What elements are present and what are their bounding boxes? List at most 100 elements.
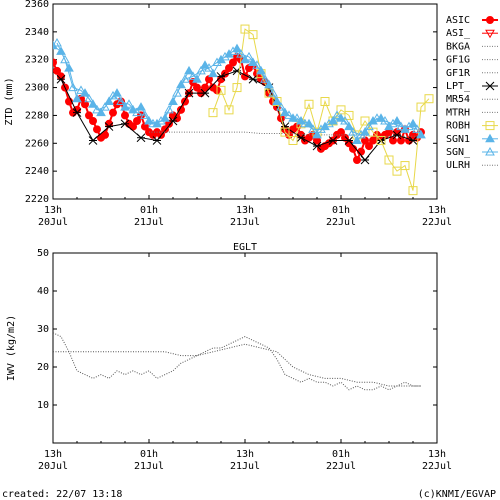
series-point (356, 129, 366, 139)
series-point (72, 108, 82, 117)
series-point (320, 97, 330, 106)
y-tick-label: 10 (37, 400, 49, 411)
series-point (68, 82, 78, 92)
ztd-panel: 2220224022602280230023202340236013h20Jul… (4, 0, 452, 228)
sgn1-series (53, 40, 426, 144)
legend-item: GF1R (446, 68, 498, 79)
legend-label: SGN1 (446, 134, 470, 145)
iwv-series (53, 343, 421, 387)
legend-item: MTRH (446, 107, 498, 118)
series-point (292, 113, 302, 122)
legend-marker (485, 121, 495, 131)
series-point (392, 130, 402, 140)
legend-item: ASI_ (446, 28, 498, 39)
x-tick-label: 20Jul (38, 217, 68, 228)
x-tick-label: 21Jul (230, 461, 260, 472)
x-tick-label: 21Jul (134, 217, 164, 228)
series-point (136, 102, 146, 111)
series-point (416, 129, 426, 139)
legend-marker (485, 29, 495, 39)
series-line (149, 131, 421, 137)
series-point (296, 133, 306, 143)
series-point (84, 93, 94, 103)
series-point (324, 118, 334, 128)
legend-item: ULRH (446, 160, 498, 171)
series-point (89, 117, 97, 125)
series-point (388, 118, 398, 128)
mtrh-series (149, 131, 421, 137)
series-point (341, 133, 349, 142)
series-point (284, 110, 294, 119)
series-point (408, 118, 418, 128)
legend-label: LPT_ (446, 81, 471, 92)
series-point (116, 96, 126, 105)
series-point (93, 125, 101, 134)
series-point (216, 72, 226, 81)
legend-label: SGN_ (446, 147, 471, 158)
series-point (104, 122, 114, 131)
series-point (164, 104, 174, 114)
credit-label: (c)KNMI/EGVAP (418, 489, 496, 500)
legend-label: ASIC (446, 15, 470, 26)
series-point (360, 155, 370, 165)
series-point (276, 102, 286, 111)
series-point (404, 121, 414, 131)
series-point (120, 119, 130, 129)
sgn-series (53, 37, 422, 139)
series-point (368, 127, 378, 137)
series-point (72, 93, 82, 103)
plot-area (53, 24, 434, 196)
series-point (76, 85, 86, 94)
legend-item: BKGA (446, 41, 498, 52)
series-point (196, 65, 206, 75)
x-tick-label: 01h (332, 205, 350, 216)
series-point (184, 65, 194, 75)
series-point (352, 135, 362, 144)
y-tick-label: 2300 (25, 83, 49, 94)
series-point (340, 115, 350, 125)
series-point (216, 85, 226, 95)
legend-marker (485, 146, 495, 156)
legend-label: MTRH (446, 107, 470, 118)
series-point (248, 30, 258, 40)
series-point (372, 113, 382, 122)
series-point (252, 60, 262, 69)
x-tick-label: 13h (236, 205, 254, 216)
x-tick-label: 22Jul (422, 461, 452, 472)
series-point (345, 139, 353, 148)
series-point (136, 133, 146, 143)
y-tick-label: 2320 (25, 55, 49, 66)
legend-item: GF1G (446, 55, 498, 66)
x-tick-label: 13h (236, 449, 254, 460)
series-point (180, 74, 190, 83)
y-axis-label: ZTD (mm) (4, 77, 15, 125)
series-point (412, 124, 422, 133)
series-point (280, 127, 290, 137)
legend-label: GF1G (446, 55, 470, 66)
x-tick-label: 22Jul (326, 461, 356, 472)
series-point (220, 51, 230, 61)
x-tick-label: 13h (44, 449, 62, 460)
legend-label: BKGA (446, 41, 470, 52)
legend-item: ROBH (446, 121, 498, 132)
series-point (280, 122, 290, 131)
series-point (300, 118, 310, 128)
series-line (53, 332, 421, 391)
series-point (264, 79, 274, 89)
series-point (212, 57, 222, 66)
robh-series (208, 24, 434, 196)
series-point (244, 51, 254, 61)
series-point (316, 124, 326, 133)
series-point (364, 121, 374, 131)
series-point (200, 88, 210, 98)
plot-frame (52, 252, 438, 444)
series-point (260, 74, 270, 83)
series-point (353, 156, 361, 164)
x-tick-label: 21Jul (134, 461, 164, 472)
legend-label: ULRH (446, 160, 470, 171)
series-point (148, 118, 158, 128)
series-point (304, 99, 314, 109)
series-point (208, 68, 218, 78)
x-tick-label: 22Jul (422, 217, 452, 228)
